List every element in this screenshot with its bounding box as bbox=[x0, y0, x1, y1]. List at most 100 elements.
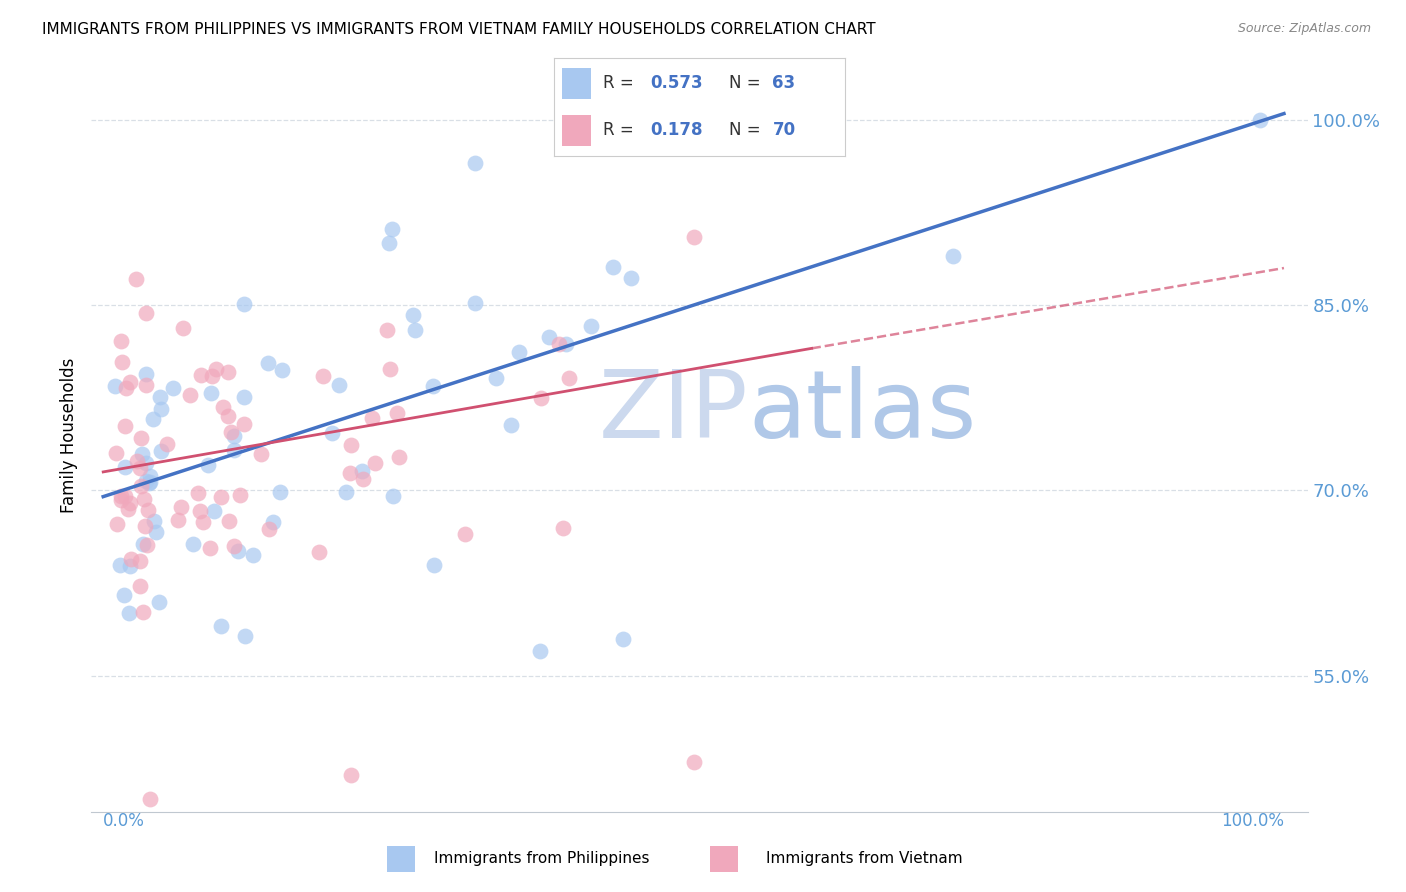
Point bbox=[110, 334, 132, 349]
Point bbox=[551, 521, 574, 535]
Point bbox=[335, 485, 357, 500]
Point bbox=[233, 629, 256, 643]
Point bbox=[162, 381, 184, 395]
Point bbox=[188, 503, 211, 517]
Point bbox=[537, 330, 560, 344]
Point bbox=[198, 541, 221, 556]
Point bbox=[179, 388, 201, 402]
Point bbox=[200, 386, 222, 401]
Point bbox=[145, 525, 167, 540]
Point bbox=[187, 486, 209, 500]
Point bbox=[167, 513, 190, 527]
Point bbox=[181, 537, 204, 551]
Point bbox=[378, 362, 401, 376]
Text: 100.0%: 100.0% bbox=[1220, 812, 1284, 830]
Point bbox=[464, 295, 486, 310]
Text: Immigrants from Philippines: Immigrants from Philippines bbox=[433, 851, 650, 865]
Point bbox=[211, 490, 233, 504]
Point bbox=[139, 475, 162, 490]
Point bbox=[454, 527, 477, 541]
Point bbox=[135, 305, 157, 319]
Point bbox=[149, 401, 172, 416]
Point bbox=[197, 458, 219, 472]
Point bbox=[129, 431, 152, 445]
Point bbox=[205, 362, 228, 376]
Point bbox=[530, 391, 553, 405]
Point bbox=[256, 356, 278, 370]
Point bbox=[308, 545, 330, 559]
Point bbox=[155, 437, 177, 451]
Point bbox=[262, 515, 284, 529]
Point bbox=[110, 493, 132, 508]
Point bbox=[118, 496, 141, 510]
Point bbox=[114, 490, 136, 504]
Point bbox=[388, 450, 411, 464]
Point bbox=[499, 417, 522, 432]
Point bbox=[132, 537, 155, 551]
Point bbox=[118, 606, 141, 620]
Point bbox=[1249, 112, 1271, 127]
Point bbox=[135, 456, 157, 470]
Point bbox=[682, 756, 704, 770]
Point bbox=[120, 551, 142, 566]
Point bbox=[191, 515, 214, 529]
Point bbox=[170, 500, 193, 515]
Point bbox=[139, 792, 162, 806]
Point bbox=[328, 378, 350, 392]
Point bbox=[381, 221, 404, 235]
Point bbox=[149, 444, 172, 458]
Point bbox=[242, 548, 264, 562]
Point bbox=[138, 475, 160, 490]
Point bbox=[136, 539, 159, 553]
Point bbox=[312, 368, 335, 383]
Point bbox=[404, 323, 426, 337]
Point bbox=[108, 558, 131, 572]
Point bbox=[558, 371, 581, 385]
Point bbox=[217, 365, 239, 379]
Point bbox=[232, 390, 254, 404]
Point bbox=[228, 543, 250, 558]
Point bbox=[508, 345, 530, 359]
Point bbox=[219, 425, 242, 440]
Point bbox=[232, 417, 254, 432]
Point bbox=[232, 297, 254, 311]
Point bbox=[114, 418, 136, 433]
Point bbox=[128, 461, 150, 475]
Point bbox=[135, 378, 157, 392]
Point bbox=[110, 489, 132, 503]
Point bbox=[134, 491, 156, 506]
Point bbox=[364, 456, 387, 470]
Point bbox=[212, 400, 235, 414]
Point bbox=[360, 410, 382, 425]
Point bbox=[378, 235, 401, 250]
Point bbox=[401, 308, 423, 322]
Point bbox=[340, 767, 363, 781]
Point bbox=[222, 539, 245, 553]
Point bbox=[129, 479, 152, 493]
Point bbox=[201, 368, 224, 383]
Point bbox=[142, 514, 165, 528]
Y-axis label: Family Households: Family Households bbox=[59, 357, 77, 513]
Point bbox=[148, 595, 170, 609]
Point bbox=[217, 409, 239, 424]
Point bbox=[229, 488, 252, 502]
Point bbox=[340, 438, 363, 452]
Point bbox=[579, 319, 602, 334]
Point bbox=[602, 260, 624, 275]
Point bbox=[117, 501, 139, 516]
Point bbox=[128, 554, 150, 568]
Point bbox=[375, 323, 398, 337]
Point bbox=[135, 368, 157, 382]
Point bbox=[136, 503, 159, 517]
Point bbox=[620, 271, 643, 285]
Text: atlas: atlas bbox=[748, 367, 976, 458]
Point bbox=[321, 425, 343, 440]
Point bbox=[139, 468, 162, 483]
Text: ZIP: ZIP bbox=[599, 367, 748, 458]
Point bbox=[142, 412, 165, 426]
Point bbox=[269, 484, 291, 499]
Point bbox=[104, 446, 127, 460]
Point bbox=[257, 522, 280, 536]
Point bbox=[382, 489, 405, 503]
Point bbox=[423, 558, 446, 572]
